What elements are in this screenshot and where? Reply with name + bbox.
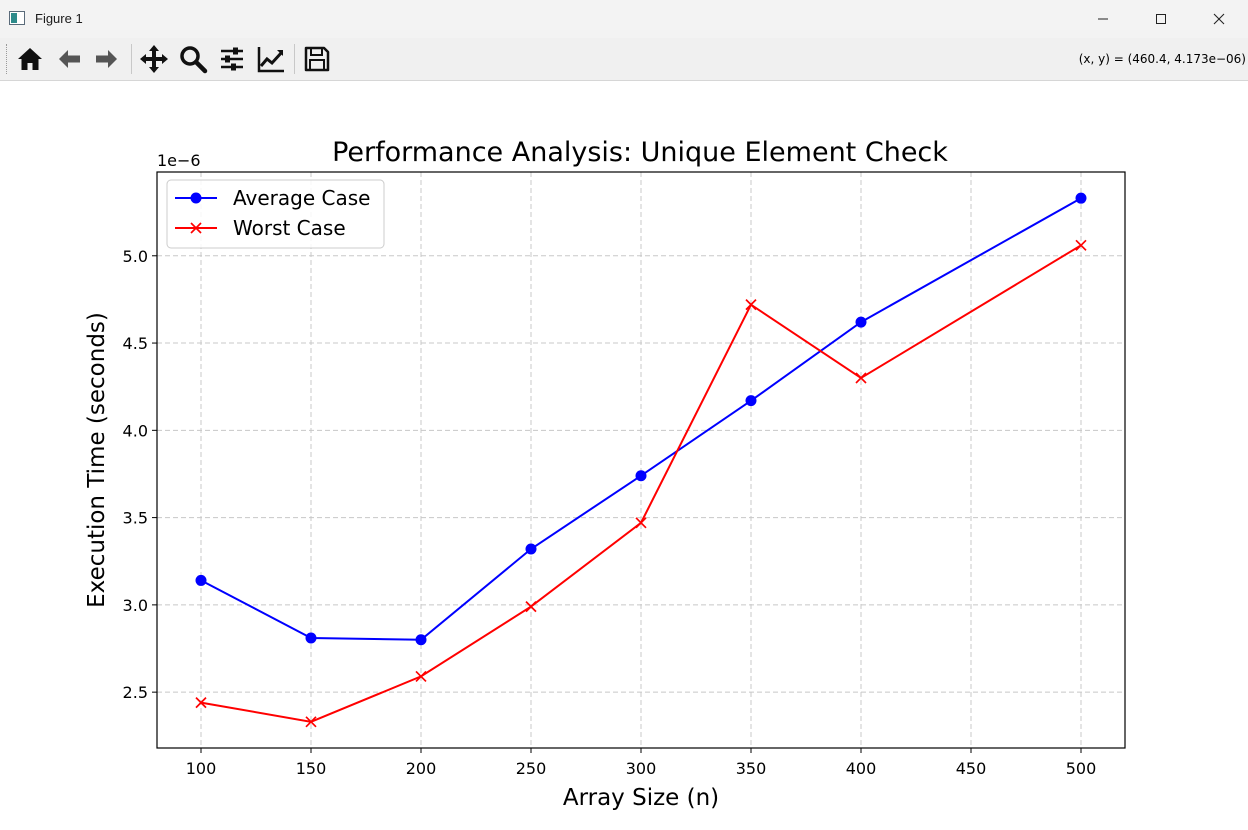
data-point-worst-case	[1075, 239, 1087, 251]
data-point-average-case	[305, 632, 317, 644]
data-point-worst-case	[855, 372, 867, 384]
data-point-average-case	[525, 543, 537, 555]
window-titlebar: Figure 1	[0, 0, 1248, 38]
data-point-average-case	[745, 395, 757, 407]
x-tick-label: 200	[406, 759, 437, 778]
app-icon	[9, 11, 25, 25]
x-tick-label: 300	[626, 759, 657, 778]
close-button[interactable]	[1190, 0, 1248, 38]
data-point-worst-case	[525, 601, 537, 613]
data-point-worst-case	[415, 670, 427, 683]
data-point-worst-case	[195, 697, 207, 709]
legend-label: Average Case	[233, 186, 370, 210]
series-average-case	[195, 192, 1087, 646]
data-point-average-case	[635, 470, 647, 482]
minimize-icon	[1098, 18, 1108, 20]
series-line-average-case	[200, 197, 1082, 641]
save-icon	[304, 46, 330, 72]
chart-title: Performance Analysis: Unique Element Che…	[332, 137, 948, 168]
legend-box	[166, 179, 385, 249]
grid-lines	[157, 172, 1125, 748]
x-tick-label: 100	[186, 759, 217, 778]
x-tick-label: 500	[1066, 759, 1097, 778]
y-tick-label: 3.5	[123, 509, 148, 528]
figure-canvas[interactable]: Performance Analysis: Unique Element Che…	[0, 80, 1248, 830]
data-point-average-case	[855, 316, 867, 328]
pan-button[interactable]	[137, 42, 171, 76]
legend-item-average-case: Average Case	[175, 186, 370, 210]
home-icon	[18, 48, 42, 70]
series-line-worst-case	[200, 244, 1082, 723]
data-point-worst-case	[745, 299, 757, 311]
x-tick-label: 250	[516, 759, 547, 778]
back-button[interactable]	[52, 42, 86, 76]
data-point-average-case	[415, 634, 427, 646]
x-axis-label: Array Size (n)	[563, 785, 719, 811]
y-axis-ticks: 2.5 3.0 3.5 4.0 4.5 5.0	[123, 247, 157, 702]
maximize-icon	[1156, 14, 1166, 24]
axes-frame	[156, 171, 1126, 749]
x-tick-label: 150	[296, 759, 327, 778]
window-title: Figure 1	[35, 11, 83, 26]
zoom-button[interactable]	[176, 42, 210, 76]
x-tick-label: 400	[846, 759, 877, 778]
data-point-worst-case	[305, 716, 317, 728]
pan-icon	[140, 45, 168, 73]
x-tick-label: 450	[956, 759, 987, 778]
series-worst-case	[195, 239, 1087, 728]
toolbar-separator	[294, 44, 295, 74]
legend-marker	[190, 222, 202, 234]
close-icon	[1213, 13, 1225, 25]
legend-label: Worst Case	[233, 216, 346, 240]
save-button[interactable]	[300, 42, 334, 76]
home-button[interactable]	[13, 42, 47, 76]
y-offset-label: 1e−6	[157, 151, 201, 170]
series-layer	[195, 192, 1087, 728]
data-point-average-case	[1075, 192, 1087, 204]
navigation-toolbar	[0, 38, 1248, 81]
cursor-coordinates: (x, y) = (460.4, 4.173e−06)	[1078, 52, 1246, 66]
forward-arrow-icon	[96, 50, 117, 68]
toolbar-grip	[6, 44, 10, 74]
y-tick-label: 2.5	[123, 683, 148, 702]
y-tick-label: 3.0	[123, 596, 148, 615]
toolbar-separator	[131, 44, 132, 74]
minimize-button[interactable]	[1074, 0, 1132, 38]
configure-subplots-icon	[221, 47, 243, 71]
forward-button[interactable]	[90, 42, 124, 76]
legend-item-worst-case: Worst Case	[175, 216, 346, 240]
maximize-button[interactable]	[1132, 0, 1190, 38]
edit-axes-button[interactable]	[254, 42, 288, 76]
y-axis-label: Execution Time (seconds)	[84, 312, 110, 608]
x-tick-label: 350	[736, 759, 767, 778]
x-axis-ticks: 100 150 200 250 300 350 400 450 500	[186, 748, 1097, 778]
edit-axes-icon	[257, 47, 284, 73]
y-tick-label: 4.0	[123, 421, 148, 440]
data-point-worst-case	[635, 517, 647, 529]
y-tick-label: 5.0	[123, 247, 148, 266]
data-point-average-case	[195, 574, 207, 586]
back-arrow-icon	[59, 50, 80, 68]
legend-marker	[190, 192, 202, 204]
zoom-icon	[180, 46, 208, 74]
legend: Average Case Worst Case	[166, 179, 385, 249]
y-tick-label: 4.5	[123, 334, 148, 353]
configure-subplots-button[interactable]	[215, 42, 249, 76]
